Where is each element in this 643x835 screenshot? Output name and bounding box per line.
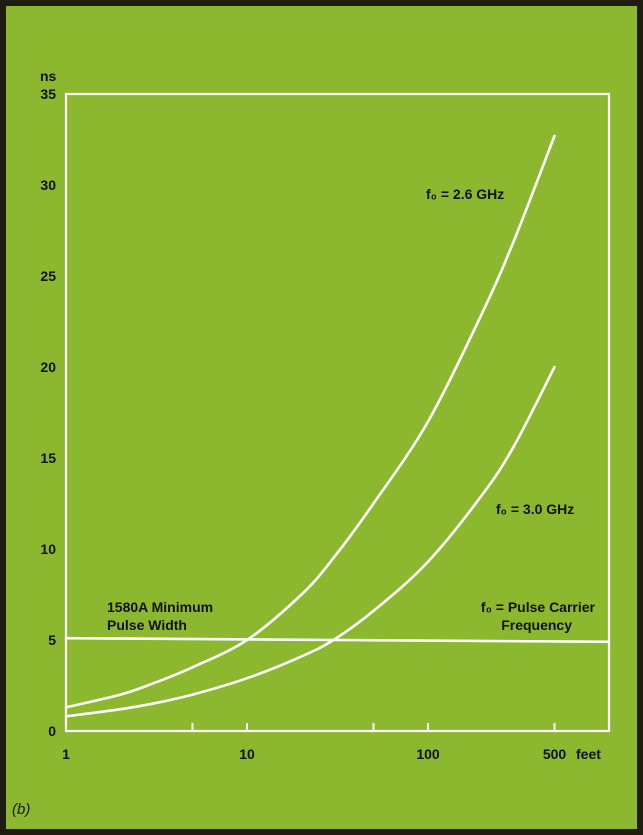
y-tick-label: 10	[40, 541, 56, 557]
axes	[64, 92, 611, 733]
panel-label: (b)	[12, 801, 30, 818]
min-pulse-label-line1: 1580A Minimum	[107, 599, 213, 615]
x-tick-label: 10	[239, 746, 255, 762]
series-lines	[64, 134, 611, 718]
y-tick-label: 0	[48, 723, 56, 739]
x-tick-label: 1	[62, 746, 70, 762]
x-tick-label: 100	[416, 746, 440, 762]
y-tick-label: 15	[40, 450, 56, 466]
y-tick-label: 30	[40, 177, 56, 193]
x-tick-label: 500	[543, 746, 567, 762]
curve-label-2-6ghz: f₀ = 2.6 GHz	[426, 186, 504, 202]
min-pulse-label-line2: Pulse Width	[107, 617, 187, 633]
chart-panel: ns 0 5 10 15 20 25 30 35 1 10 100 500 feet f₀ = 2.…	[6, 6, 637, 829]
legend-label-line2: Frequency	[501, 617, 572, 633]
chart-svg: ns 0 5 10 15 20 25 30 35 1 10 100 500 feet f₀ = 2.…	[12, 68, 611, 818]
y-tick-label: 20	[40, 359, 56, 375]
y-tick-labels: 0 5 10 15 20 25 30 35	[40, 86, 56, 739]
x-tick-labels: 1 10 100 500	[62, 723, 566, 762]
plot-frame	[64, 92, 611, 733]
y-tick-label: 35	[40, 86, 56, 102]
legend-label-line1: f₀ = Pulse Carrier	[481, 599, 596, 615]
curve-2-6ghz	[64, 134, 556, 709]
y-tick-label: 25	[40, 268, 56, 284]
y-axis-unit: ns	[40, 68, 57, 84]
curve-3-0ghz	[64, 365, 556, 718]
x-axis-unit: feet	[576, 746, 601, 762]
min-pulse-width-line	[64, 636, 611, 644]
y-tick-label: 5	[48, 632, 56, 648]
curve-label-3-0ghz: f₀ = 3.0 GHz	[496, 501, 574, 517]
